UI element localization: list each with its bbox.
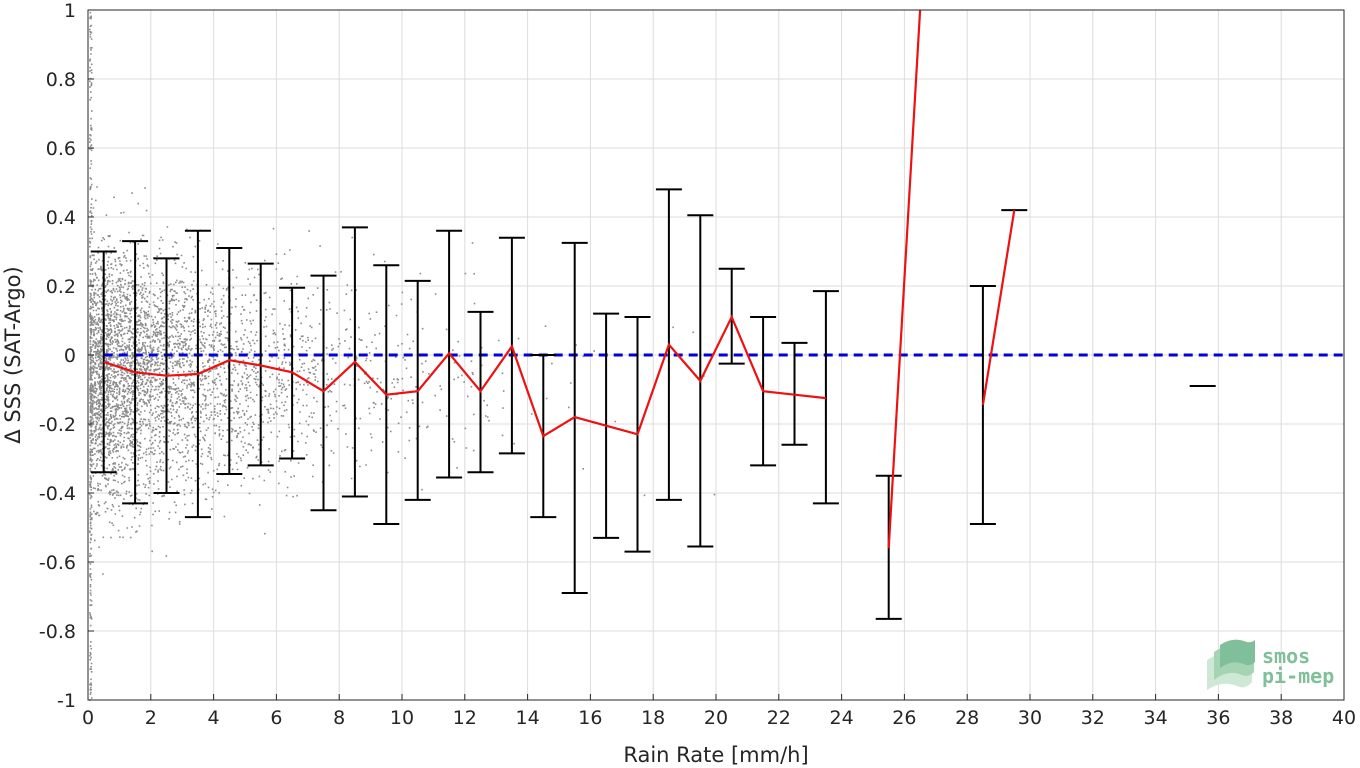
x-tick-label: 8 — [333, 707, 345, 729]
y-tick-labels: -1 -0.8 -0.6 -0.4 -0.2 0 0.2 0.4 0.6 0.8 1 — [39, 0, 94, 712]
y-tick-label: -0.2 — [39, 414, 76, 436]
x-tick-label: 38 — [1269, 707, 1293, 729]
y-tick-label: -0.6 — [39, 552, 76, 574]
y-tick-label: -0.4 — [39, 483, 76, 505]
x-tick-labels: 0 2 4 6 8 10 12 14 16 18 20 22 24 26 28 30 32 34 36 38 40 — [82, 694, 1356, 729]
x-tick-label: 6 — [270, 707, 282, 729]
x-tick-label: 22 — [767, 707, 791, 729]
x-tick-label: 16 — [578, 707, 602, 729]
smos-pi-mep-logo: smos pi-mep — [1207, 639, 1334, 690]
y-tick-label: 1 — [64, 0, 76, 22]
logo-wave-icon — [1207, 639, 1255, 690]
x-tick-label: 32 — [1081, 707, 1105, 729]
y-tick-label: -1 — [57, 690, 76, 712]
y-axis-label: Δ SSS (SAT-Argo) — [1, 266, 25, 443]
x-tick-label: 24 — [830, 707, 854, 729]
mean-line-segment — [887, 9, 922, 549]
logo-text-pi-mep: pi-mep — [1262, 664, 1334, 688]
x-tick-label: 28 — [955, 707, 979, 729]
x-tick-label: 4 — [208, 707, 220, 729]
x-tick-label: 12 — [453, 707, 477, 729]
errorbar — [969, 285, 996, 526]
y-tick-label: 0.2 — [46, 276, 76, 298]
x-tick-label: 10 — [390, 707, 414, 729]
x-tick-label: 20 — [704, 707, 728, 729]
y-tick-label: 0.8 — [46, 69, 76, 91]
mean-line-segment — [103, 314, 827, 438]
y-tick-label: -0.8 — [39, 621, 76, 643]
x-tick-label: 36 — [1206, 707, 1230, 729]
y-tick-label: 0.6 — [46, 138, 76, 160]
x-tick-label: 30 — [1018, 707, 1042, 729]
x-tick-label: 14 — [516, 707, 540, 729]
x-tick-label: 18 — [641, 707, 665, 729]
x-axis-label: Rain Rate [mm/h] — [623, 743, 808, 767]
x-tick-label: 26 — [892, 707, 916, 729]
mean-line-segment — [981, 209, 1016, 406]
x-tick-label: 34 — [1144, 707, 1168, 729]
y-tick-label: 0 — [64, 345, 76, 367]
x-tick-label: 0 — [82, 707, 94, 729]
mean-line — [103, 9, 1016, 549]
x-tick-label: 2 — [145, 707, 157, 729]
logo-text-smos: smos — [1262, 644, 1310, 668]
errorbar — [310, 274, 337, 512]
x-tick-label: 40 — [1332, 707, 1356, 729]
y-tick-label: 0.4 — [46, 207, 76, 229]
